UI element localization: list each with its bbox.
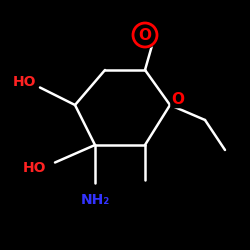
Text: O: O bbox=[138, 28, 151, 42]
Circle shape bbox=[132, 22, 158, 48]
Text: NH₂: NH₂ bbox=[80, 193, 110, 207]
Text: HO: HO bbox=[13, 76, 37, 90]
Text: HO: HO bbox=[23, 160, 47, 174]
Text: O: O bbox=[171, 92, 184, 108]
